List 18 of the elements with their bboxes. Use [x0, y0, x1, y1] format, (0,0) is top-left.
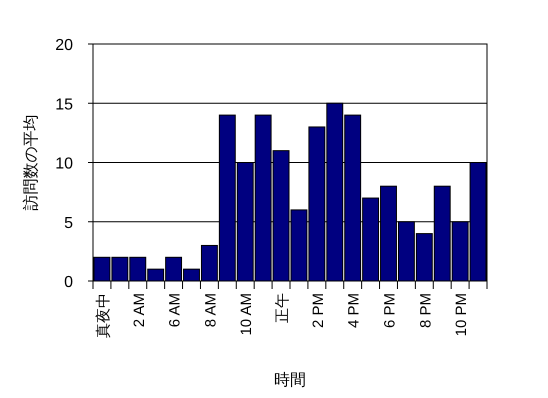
y-tick-label: 0 — [64, 274, 74, 291]
y-tick-label: 20 — [55, 37, 74, 54]
x-tick-label: 2 PM — [310, 293, 327, 328]
y-tick-label: 10 — [55, 156, 74, 172]
y-tick-label: 15 — [55, 96, 74, 114]
y-axis-title: 訪問数の平均 — [22, 114, 40, 210]
x-tick-label: 真夜中 — [94, 293, 112, 338]
y-tick-label: 5 — [64, 214, 74, 232]
x-tick-label: 8 PM — [417, 293, 434, 328]
x-tick-label: 6 PM — [382, 293, 398, 328]
x-axis-title: 時間 — [274, 371, 306, 389]
x-tick-label: 10 PM — [453, 293, 470, 336]
x-tick-label: 10 AM — [238, 293, 256, 336]
x-tick-label: 8 AM — [202, 293, 220, 328]
x-tick-label: 正午 — [274, 293, 292, 323]
x-tick-label: 6 AM — [166, 293, 184, 328]
x-tick-label: 2 AM — [130, 293, 148, 328]
x-tick-label: 4 PM — [346, 293, 363, 328]
